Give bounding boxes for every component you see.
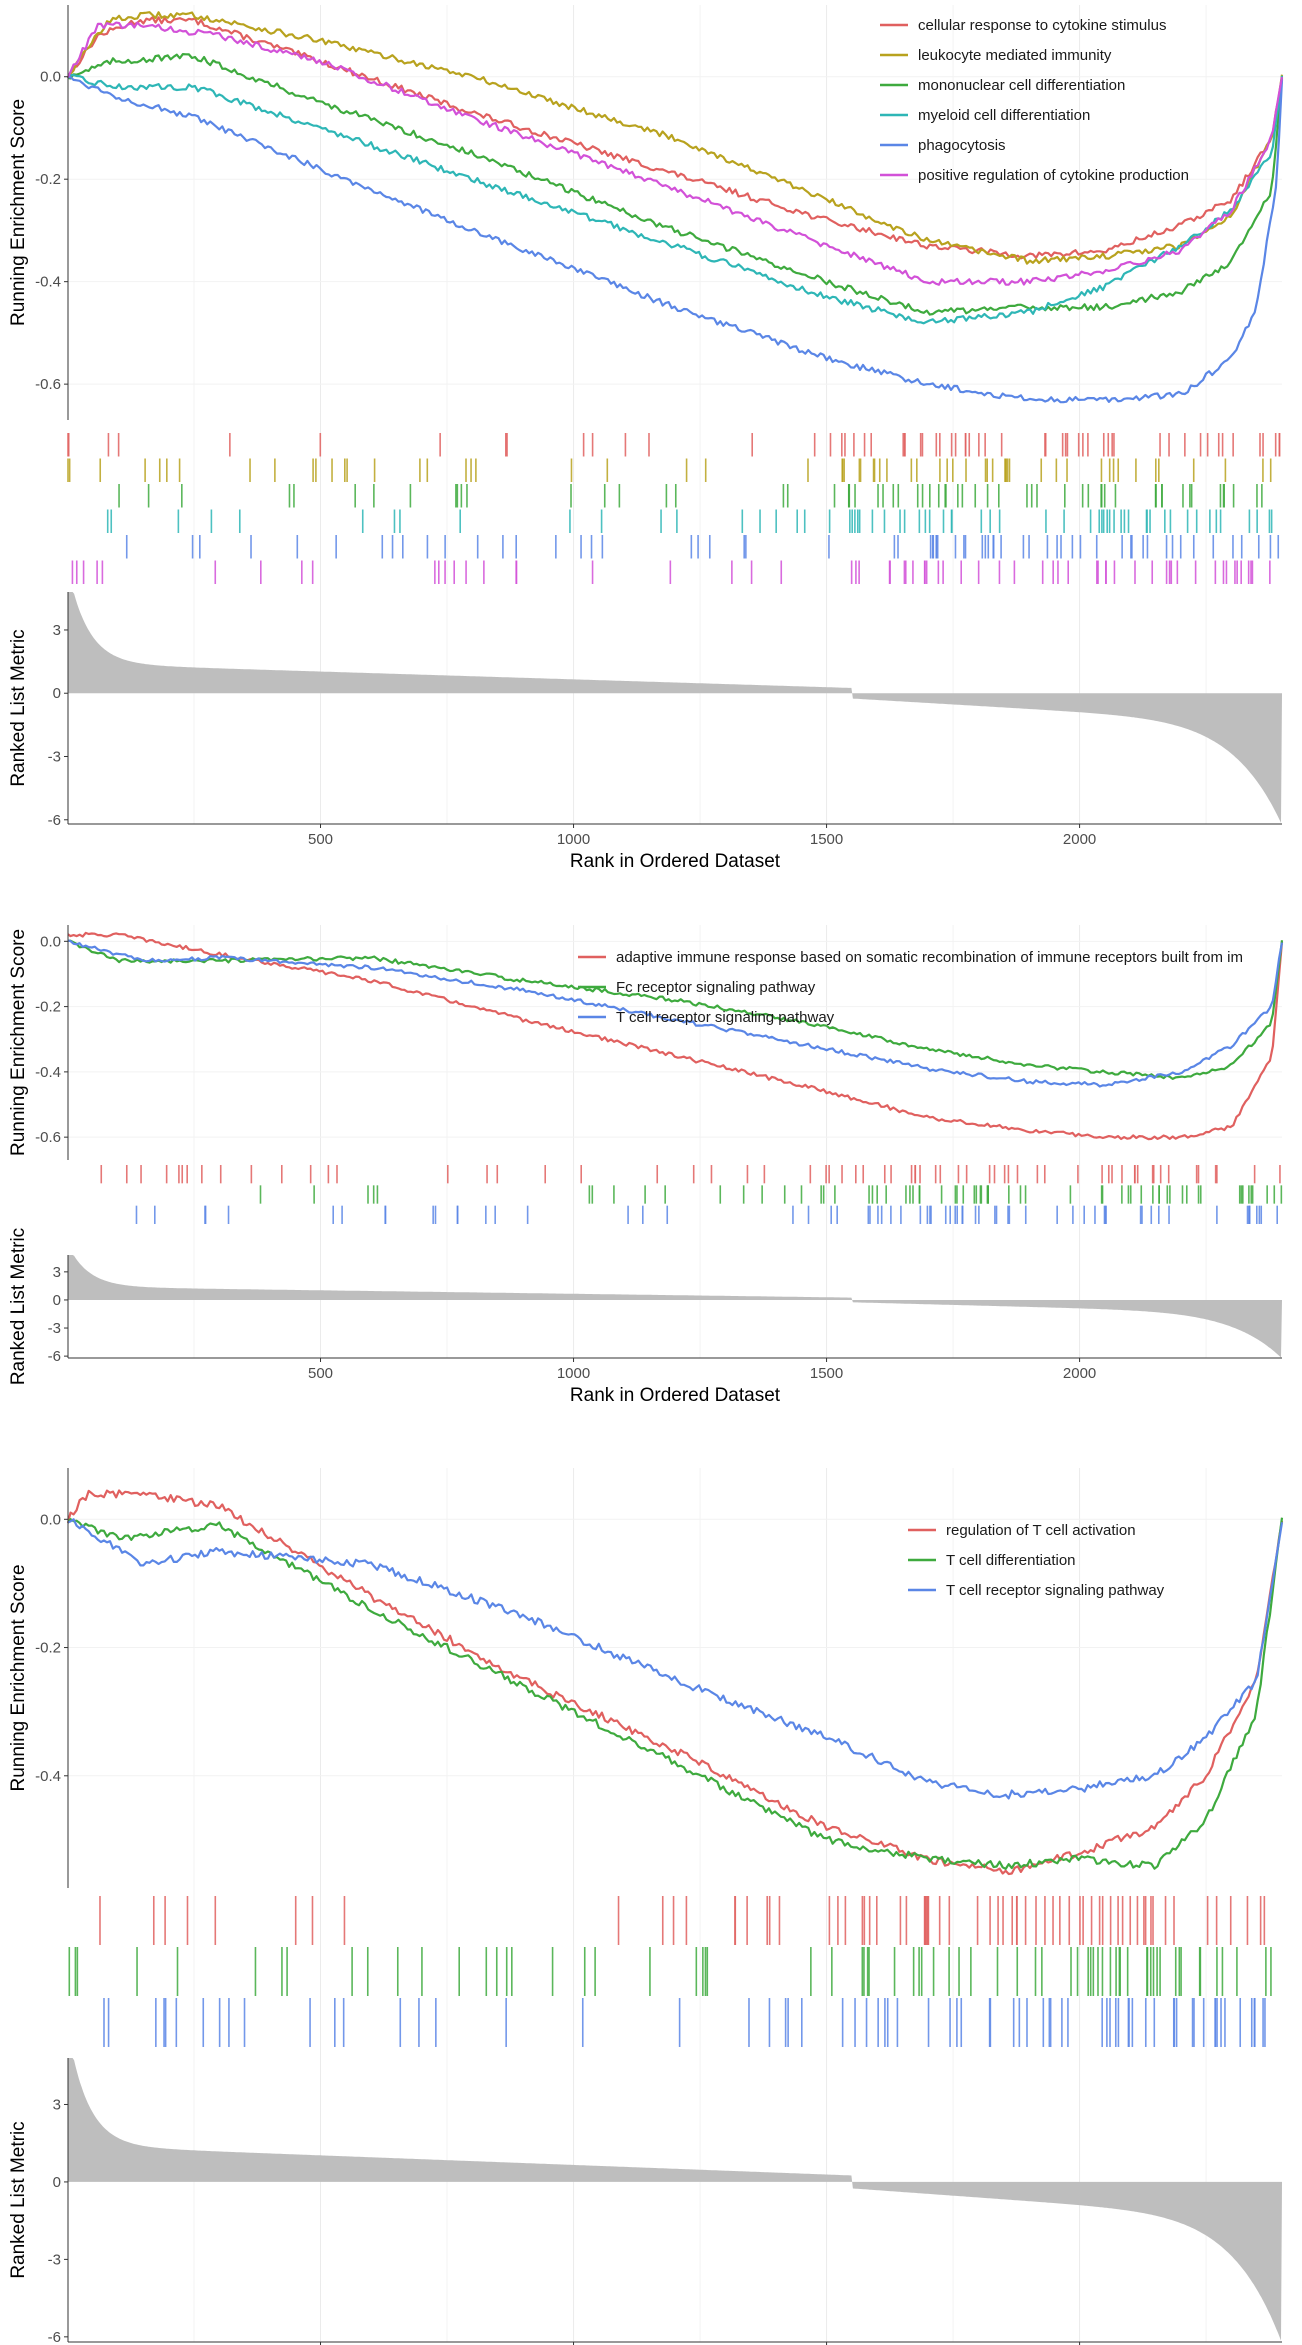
metric-y-tick-label: -6 (48, 812, 61, 829)
metric-y-tick-label: 3 (53, 622, 61, 639)
x-tick-label: 1000 (557, 1365, 590, 1382)
legend-label: positive regulation of cytokine producti… (918, 167, 1189, 184)
x-axis-title: Rank in Ordered Dataset (570, 1385, 781, 1406)
ranked-list-metric-area (68, 592, 1282, 823)
legend: cellular response to cytokine stimulus le… (880, 17, 1189, 184)
x-axis-title: Rank in Ordered Dataset (570, 851, 781, 872)
legend-label: T cell differentiation (946, 1552, 1076, 1569)
metric-y-tick-label: -3 (48, 749, 61, 766)
metric-y-tick-label: 0 (53, 685, 61, 702)
legend-label: myeloid cell differentiation (918, 107, 1090, 124)
metric-y-tick-label: 3 (53, 1264, 61, 1281)
x-tick-label: 1000 (557, 831, 590, 848)
metric-y-tick-label: -3 (48, 1320, 61, 1337)
running-es-lines (67, 931, 1284, 1141)
es-y-axis-title: Running Enrichment Score (8, 1564, 29, 1791)
es-line-3 (67, 939, 1284, 1088)
gsea-panel-2: 0.0 -0.2 -0.4 -0.6 3 0 -3 -6 500 1000 1500 2000 Rank… (8, 925, 1284, 1406)
ranked-list-metric-area (68, 2058, 1282, 2341)
legend-label: Fc receptor signaling pathway (616, 979, 816, 996)
metric-y-tick-label: -3 (48, 2251, 61, 2268)
es-line-3 (67, 53, 1284, 316)
x-gridlines (68, 5, 1282, 824)
metric-y-tick-label: 0 (53, 1292, 61, 1309)
es-line-4 (67, 74, 1284, 325)
es-line-2 (67, 11, 1284, 265)
metric-y-tick-label: -6 (48, 1348, 61, 1365)
es-y-tick-label: 0.0 (40, 1511, 61, 1528)
metric-y-axis-title: Ranked List Metric (8, 629, 29, 786)
metric-y-tick-label: -6 (48, 2329, 61, 2345)
x-tick-label: 1500 (810, 831, 843, 848)
es-y-axis-title: Running Enrichment Score (8, 929, 29, 1156)
x-tick-label: 1500 (810, 1365, 843, 1382)
legend-label: adaptive immune response based on somati… (616, 949, 1243, 966)
es-y-tick-label: -0.4 (35, 1064, 61, 1081)
legend: adaptive immune response based on somati… (578, 949, 1243, 1026)
es-y-tick-label: -0.2 (35, 1640, 61, 1657)
running-es-lines (67, 11, 1284, 404)
x-tick-label: 2000 (1063, 831, 1096, 848)
x-gridlines (68, 925, 1282, 1358)
gsea-panel-1: 0.0 -0.2 -0.4 -0.6 3 0 -3 -6 500 1000 1500 2000 Rank… (8, 5, 1284, 872)
x-tick-label: 2000 (1063, 1365, 1096, 1382)
es-y-tick-label: -0.6 (35, 1129, 61, 1146)
es-y-tick-label: -0.4 (35, 1768, 61, 1785)
metric-y-tick-label: 0 (53, 2174, 61, 2191)
es-line-5 (67, 75, 1284, 404)
es-line-1 (66, 1489, 1284, 1876)
es-line-2 (67, 1517, 1284, 1870)
legend-label: mononuclear cell differentiation (918, 77, 1125, 94)
es-line-6 (67, 21, 1284, 286)
legend-label: T cell receptor signaling pathway (616, 1009, 835, 1026)
es-line-3 (67, 1518, 1284, 1800)
x-tick-label: 500 (308, 1365, 333, 1382)
gene-hit-rug (67, 433, 1281, 584)
es-y-tick-label: -0.2 (35, 999, 61, 1016)
legend-label: cellular response to cytokine stimulus (918, 17, 1166, 34)
x-tick-label: 500 (308, 831, 333, 848)
es-y-tick-label: 0.0 (40, 933, 61, 950)
legend-label: regulation of T cell activation (946, 1522, 1136, 1539)
running-es-lines (66, 1489, 1284, 1876)
metric-y-tick-label: 3 (53, 2096, 61, 2113)
es-y-tick-label: 0.0 (40, 69, 61, 86)
legend-label: T cell receptor signaling pathway (946, 1582, 1165, 1599)
gene-hit-rug (68, 1896, 1272, 2047)
es-line-1 (67, 16, 1284, 260)
metric-y-axis-title: Ranked List Metric (8, 2121, 29, 2278)
legend-label: phagocytosis (918, 137, 1006, 154)
legend: regulation of T cell activation T cell di… (908, 1522, 1165, 1599)
metric-y-axis-title: Ranked List Metric (8, 1228, 29, 1385)
es-y-tick-label: -0.4 (35, 274, 61, 291)
ranked-list-metric-area (68, 1255, 1282, 1358)
es-y-tick-label: -0.2 (35, 171, 61, 188)
gene-hit-rug (100, 1165, 1283, 1224)
es-y-axis-title: Running Enrichment Score (8, 99, 29, 326)
es-y-tick-label: -0.6 (35, 376, 61, 393)
es-line-1 (67, 931, 1284, 1141)
legend-label: leukocyte mediated immunity (918, 47, 1112, 64)
